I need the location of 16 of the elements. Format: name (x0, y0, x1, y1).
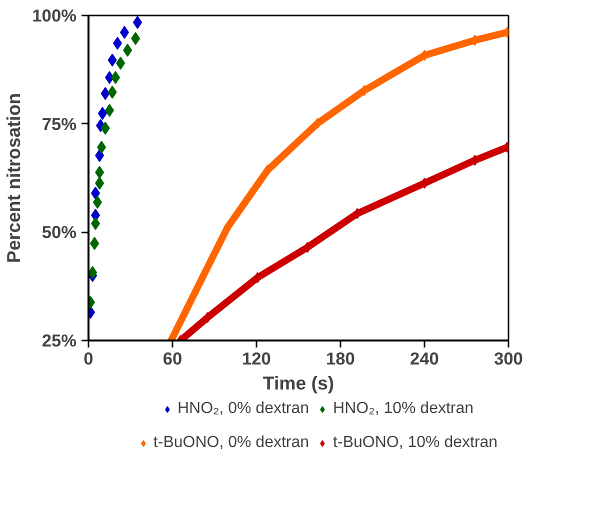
x-tick-label: 180 (326, 348, 355, 368)
y-axis-title: Percent nitrosation (3, 92, 24, 264)
legend-label: HNO₂, 10% dextran (333, 400, 474, 418)
x-tick-label: 120 (242, 348, 271, 368)
legend-label: t-BuONO, 0% dextran (153, 434, 310, 452)
x-tick-label: 60 (162, 348, 182, 368)
x-axis-title: Time (s) (262, 372, 334, 394)
y-tick-label: 25% (42, 330, 77, 350)
x-tick-label: 0 (84, 348, 94, 368)
x-tick-label: 300 (494, 348, 523, 368)
legend-label: HNO₂, 0% dextran (177, 400, 310, 418)
x-tick-label: 240 (410, 348, 439, 368)
y-tick-label: 50% (42, 222, 77, 242)
y-tick-label: 75% (42, 114, 77, 134)
y-tick-label: 100% (32, 6, 77, 26)
legend-label: t-BuONO, 10% dextran (333, 434, 498, 452)
